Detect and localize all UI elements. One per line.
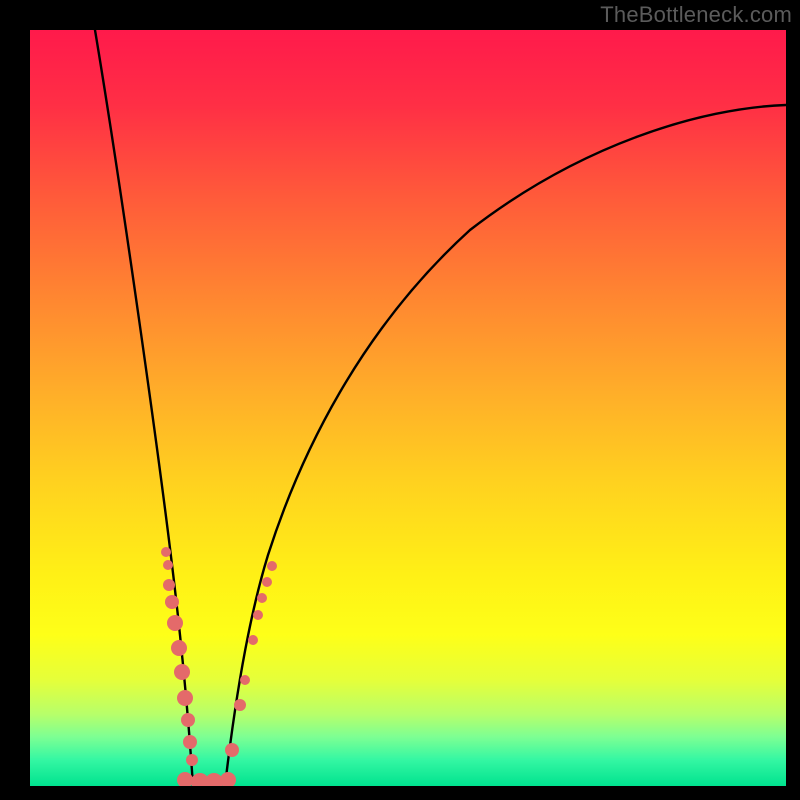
watermark-text: TheBottleneck.com [600,2,792,28]
plot-frame [30,30,786,786]
background-gradient [30,30,786,786]
